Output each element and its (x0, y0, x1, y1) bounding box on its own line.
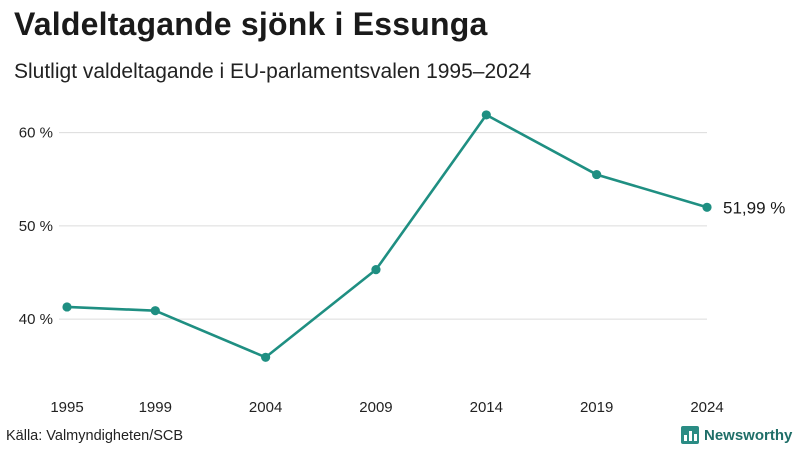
y-tick-label: 60 % (19, 125, 53, 142)
source-note: Källa: Valmyndigheten/SCB (6, 428, 184, 444)
data-point (62, 302, 72, 312)
series (62, 110, 712, 362)
data-point (592, 169, 602, 180)
x-tick-label: 2009 (359, 399, 392, 416)
data-point (371, 265, 381, 275)
x-tick-label: 2004 (249, 399, 282, 416)
chart-title: Valdeltagande sjönk i Essunga (14, 6, 488, 42)
x-tick-label: 2019 (580, 399, 613, 416)
series-line (65, 113, 709, 359)
data-point (150, 306, 160, 316)
data-point (261, 352, 271, 362)
chart-subtitle: Slutligt valdeltagande i EU-parlamentsva… (14, 60, 532, 83)
gridlines (59, 132, 707, 320)
x-tick-label: 2024 (690, 399, 723, 416)
data-labels: 51,99 % (723, 198, 785, 217)
y-axis-ticks: 40 % 50 % 60 % (19, 125, 53, 328)
end-value-label: 51,99 % (723, 198, 785, 217)
x-axis-ticks: 1995 1999 2004 2009 2014 2019 2024 (50, 399, 723, 416)
data-point (481, 110, 491, 120)
brand-logo: Newsworthy (681, 426, 792, 444)
y-tick-label: 50 % (19, 218, 53, 235)
x-tick-label: 1999 (139, 399, 172, 416)
data-point (702, 202, 712, 212)
bar-chart-icon (681, 426, 699, 444)
x-tick-label: 1995 (50, 399, 83, 416)
y-tick-label: 40 % (19, 311, 53, 328)
brand-name: Newsworthy (704, 426, 793, 444)
x-tick-label: 2014 (470, 399, 503, 416)
